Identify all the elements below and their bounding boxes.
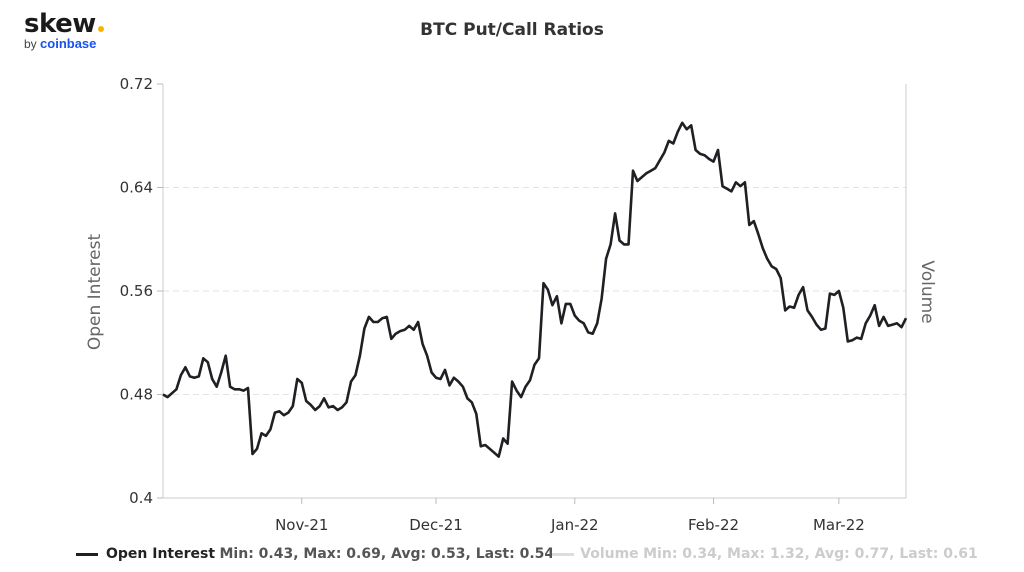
y-axis-title-right: Volume bbox=[917, 260, 937, 323]
chart-title: BTC Put/Call Ratios bbox=[420, 20, 604, 40]
y-axis-ticks: 0.72 0.64 0.56 0.48 0.4 bbox=[120, 75, 163, 507]
legend-stats-volume: Min: 0.34, Max: 1.32, Avg: 0.77, Last: 0… bbox=[643, 546, 978, 562]
brand-logo: skew by coinbase bbox=[24, 10, 104, 51]
legend-label-volume[interactable]: Volume bbox=[580, 546, 639, 562]
y-tick-label: 0.4 bbox=[129, 489, 153, 507]
x-tick-label: Dec-21 bbox=[409, 516, 463, 534]
brand-name: skew bbox=[24, 10, 104, 38]
legend[interactable]: Open Interest Min: 0.43, Max: 0.69, Avg:… bbox=[76, 546, 978, 562]
x-tick-label: Jan-22 bbox=[550, 516, 599, 534]
legend-stats-open-interest: Min: 0.43, Max: 0.69, Avg: 0.53, Last: 0… bbox=[219, 546, 555, 562]
y-axis-title-left: Open Interest bbox=[85, 234, 105, 351]
y-tick-label: 0.72 bbox=[120, 75, 153, 93]
x-tick-label: Nov-21 bbox=[275, 516, 328, 534]
legend-swatch-volume bbox=[552, 552, 575, 556]
series-group bbox=[162, 121, 908, 458]
brand-byline: by coinbase bbox=[24, 36, 97, 51]
y-tick-label: 0.56 bbox=[120, 282, 153, 300]
y-tick-label: 0.48 bbox=[120, 386, 153, 404]
x-tick-label: Feb-22 bbox=[688, 516, 739, 534]
legend-label-open-interest[interactable]: Open Interest bbox=[106, 546, 216, 562]
gridlines bbox=[163, 187, 906, 395]
x-axis-ticks: Nov-21 Dec-21 Jan-22 Feb-22 Mar-22 bbox=[275, 498, 865, 534]
y-tick-label: 0.64 bbox=[120, 179, 153, 197]
legend-swatch-open-interest bbox=[76, 552, 98, 556]
brand-dot-icon bbox=[97, 26, 104, 32]
x-tick-label: Mar-22 bbox=[813, 516, 865, 534]
series-line-open-interest bbox=[162, 121, 908, 458]
